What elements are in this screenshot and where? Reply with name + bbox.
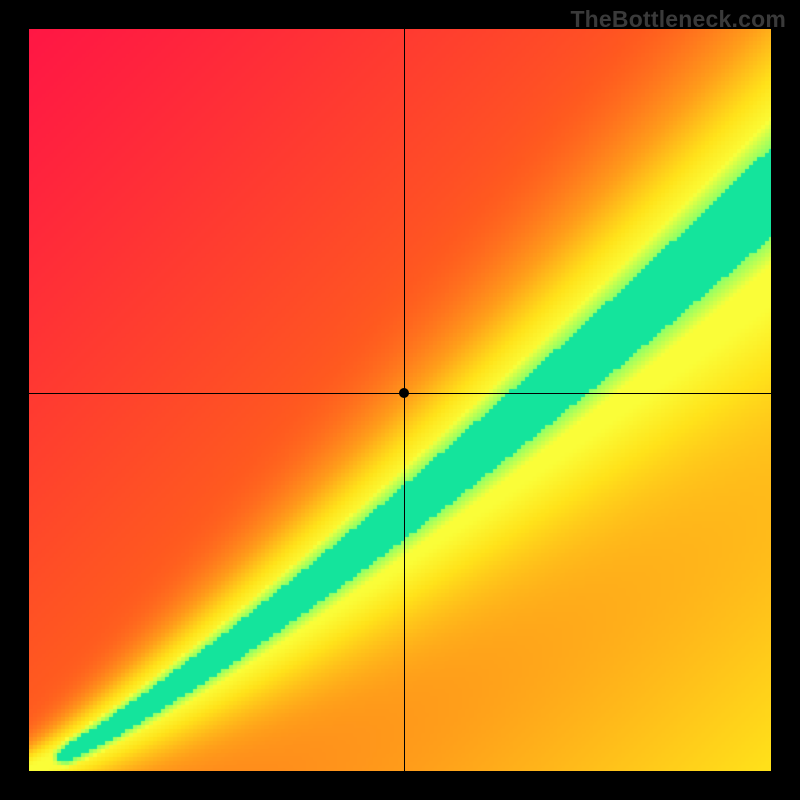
watermark-text: TheBottleneck.com [570, 6, 786, 33]
crosshair-vertical [404, 29, 405, 771]
plot-area [29, 29, 771, 771]
bottleneck-heatmap [29, 29, 771, 771]
crosshair-marker [399, 388, 409, 398]
